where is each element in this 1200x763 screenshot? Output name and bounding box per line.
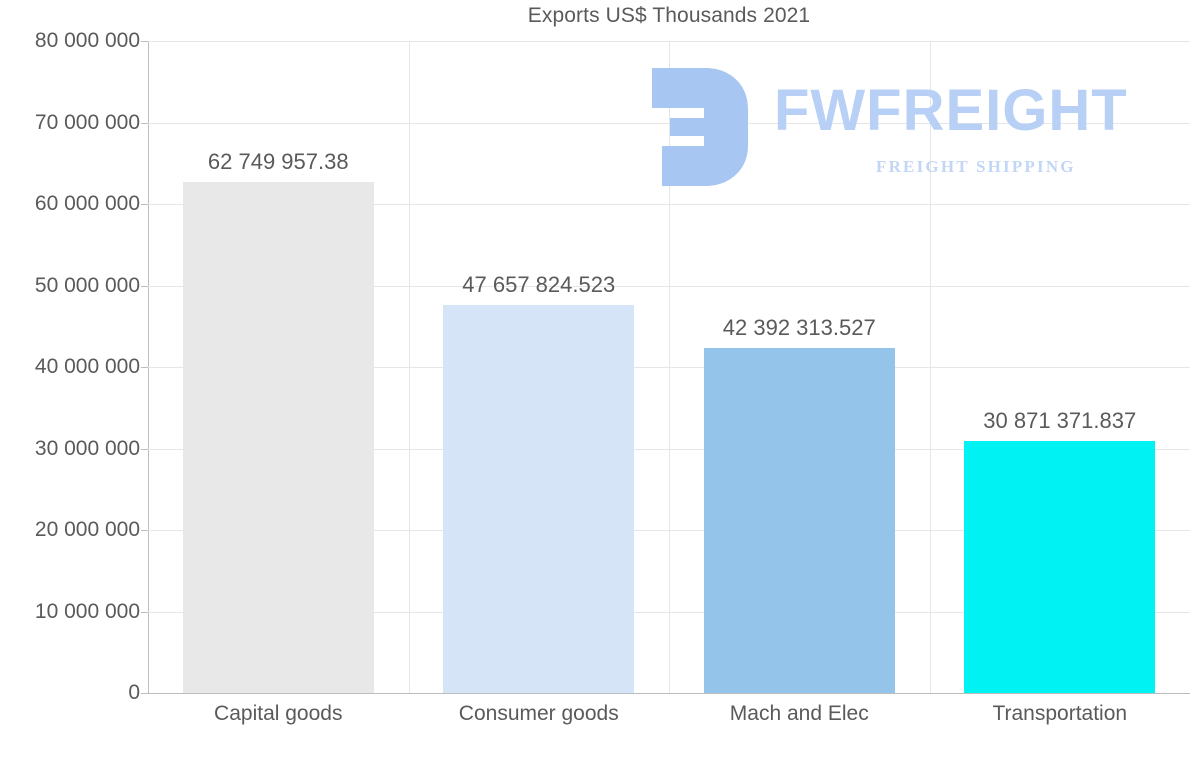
y-axis-tick-mark bbox=[141, 693, 149, 694]
bar[interactable] bbox=[443, 304, 635, 693]
plot-area bbox=[148, 41, 1190, 694]
y-axis-tick-mark bbox=[141, 448, 149, 450]
x-axis-tick-label: Consumer goods bbox=[458, 702, 619, 725]
y-axis-tick-label: 70 000 000 bbox=[34, 110, 140, 134]
y-axis-tick-label: 20 000 000 bbox=[34, 518, 140, 541]
x-axis-tick-label: Transportation bbox=[992, 702, 1128, 725]
x-axis-tick-label: Capital goods bbox=[214, 702, 343, 725]
y-axis-tick-mark bbox=[141, 611, 149, 613]
bar[interactable] bbox=[182, 181, 374, 693]
y-axis-tick-label: 0 bbox=[128, 681, 140, 704]
y-axis-tick-label: 10 000 000 bbox=[34, 599, 140, 623]
bar-value-label: 62 749 957.38 bbox=[207, 148, 349, 174]
category-separator bbox=[669, 41, 670, 693]
y-axis-tick-mark bbox=[141, 530, 149, 531]
y-axis-tick-label: 80 000 000 bbox=[34, 29, 140, 52]
y-axis-tick-label: 50 000 000 bbox=[34, 273, 140, 297]
y-axis-tick-label: 40 000 000 bbox=[34, 355, 140, 378]
bar-value-label: 42 392 313.527 bbox=[722, 314, 876, 340]
x-axis-tick-label: Mach and Elec bbox=[729, 702, 869, 725]
bar[interactable] bbox=[964, 441, 1156, 693]
y-axis-tick-mark bbox=[141, 41, 149, 42]
chart-title: Exports US$ Thousands 2021 bbox=[527, 4, 811, 27]
category-separator bbox=[409, 41, 410, 693]
category-separator bbox=[930, 41, 931, 693]
y-axis-tick-mark bbox=[141, 204, 149, 205]
bar[interactable] bbox=[703, 347, 895, 693]
bar-value-label: 47 657 824.523 bbox=[462, 271, 616, 297]
y-axis-tick-label: 60 000 000 bbox=[34, 192, 140, 215]
y-axis-tick-label: 30 000 000 bbox=[34, 436, 140, 460]
y-axis-tick-mark bbox=[141, 367, 149, 368]
gridline bbox=[148, 693, 1190, 694]
y-axis-tick-mark bbox=[141, 285, 149, 287]
y-axis-tick-mark bbox=[141, 122, 149, 124]
bar-value-label: 30 871 371.837 bbox=[983, 408, 1137, 434]
